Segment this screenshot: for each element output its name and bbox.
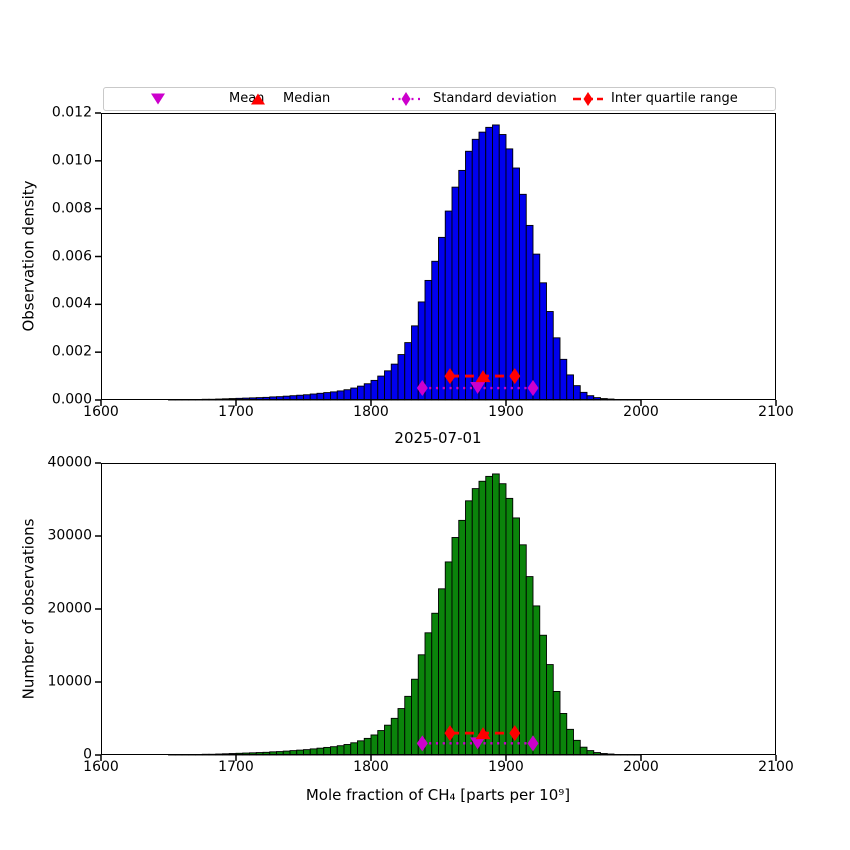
y-tick-label: 0.000	[51, 391, 92, 408]
x-tick-label: 2000	[623, 404, 659, 420]
x-tick-label: 1800	[353, 759, 389, 775]
top-xlabel-date: 2025-07-01	[394, 429, 482, 447]
histogram-plot	[95, 112, 777, 406]
x-tick-label: 1900	[488, 404, 524, 420]
x-tick-label: 2100	[758, 759, 794, 775]
median-marker	[475, 727, 491, 740]
top-histogram-axes	[95, 112, 777, 406]
histogram-bars	[168, 473, 642, 756]
axes-frame	[101, 113, 776, 400]
histogram-plot	[95, 462, 777, 761]
y-tick-label: 0	[83, 746, 92, 763]
bottom-xlabel: Mole fraction of CH₄ [parts per 10⁹]	[305, 786, 571, 804]
x-tick-label: 1900	[488, 759, 524, 775]
y-tick-label: 0.004	[51, 295, 92, 312]
axis-ticks	[95, 112, 777, 406]
y-tick-label: 30000	[47, 527, 92, 544]
x-tick-label: 1600	[83, 404, 119, 420]
legend: Mean Median Standard deviation Inter qua…	[103, 87, 776, 111]
legend-label-median: Median	[283, 91, 331, 106]
mean-marker	[470, 382, 486, 395]
x-tick-label: 1800	[353, 404, 389, 420]
y-tick-label: 10000	[47, 673, 92, 690]
mean-marker	[470, 737, 486, 750]
y-tick-label: 40000	[47, 454, 92, 471]
x-tick-label: 1700	[218, 404, 254, 420]
mean-triangle-down-icon	[145, 91, 171, 111]
std-deviation-diamond-icon	[391, 91, 421, 111]
axis-ticks	[95, 462, 777, 761]
histogram-bars	[168, 124, 642, 401]
y-tick-label: 0.008	[51, 200, 92, 217]
legend-label-standard-deviation: Standard deviation	[433, 91, 557, 106]
x-tick-label: 1700	[218, 759, 254, 775]
median-marker	[475, 370, 491, 383]
y-tick-label: 0.010	[51, 152, 92, 169]
bottom-histogram-axes	[95, 462, 777, 761]
x-tick-label: 1600	[83, 759, 119, 775]
axes-frame	[101, 463, 776, 755]
x-tick-label: 2100	[758, 404, 794, 420]
median-triangle-up-icon	[245, 91, 271, 111]
y-tick-label: 0.006	[51, 248, 92, 264]
legend-label-interquartile-range: Inter quartile range	[611, 91, 738, 106]
iqr-diamond-icon	[573, 91, 603, 111]
y-tick-label: 0.002	[51, 343, 92, 360]
y-tick-label: 0.012	[51, 104, 92, 121]
y-tick-label: 20000	[47, 600, 92, 617]
x-tick-label: 2000	[623, 759, 659, 775]
